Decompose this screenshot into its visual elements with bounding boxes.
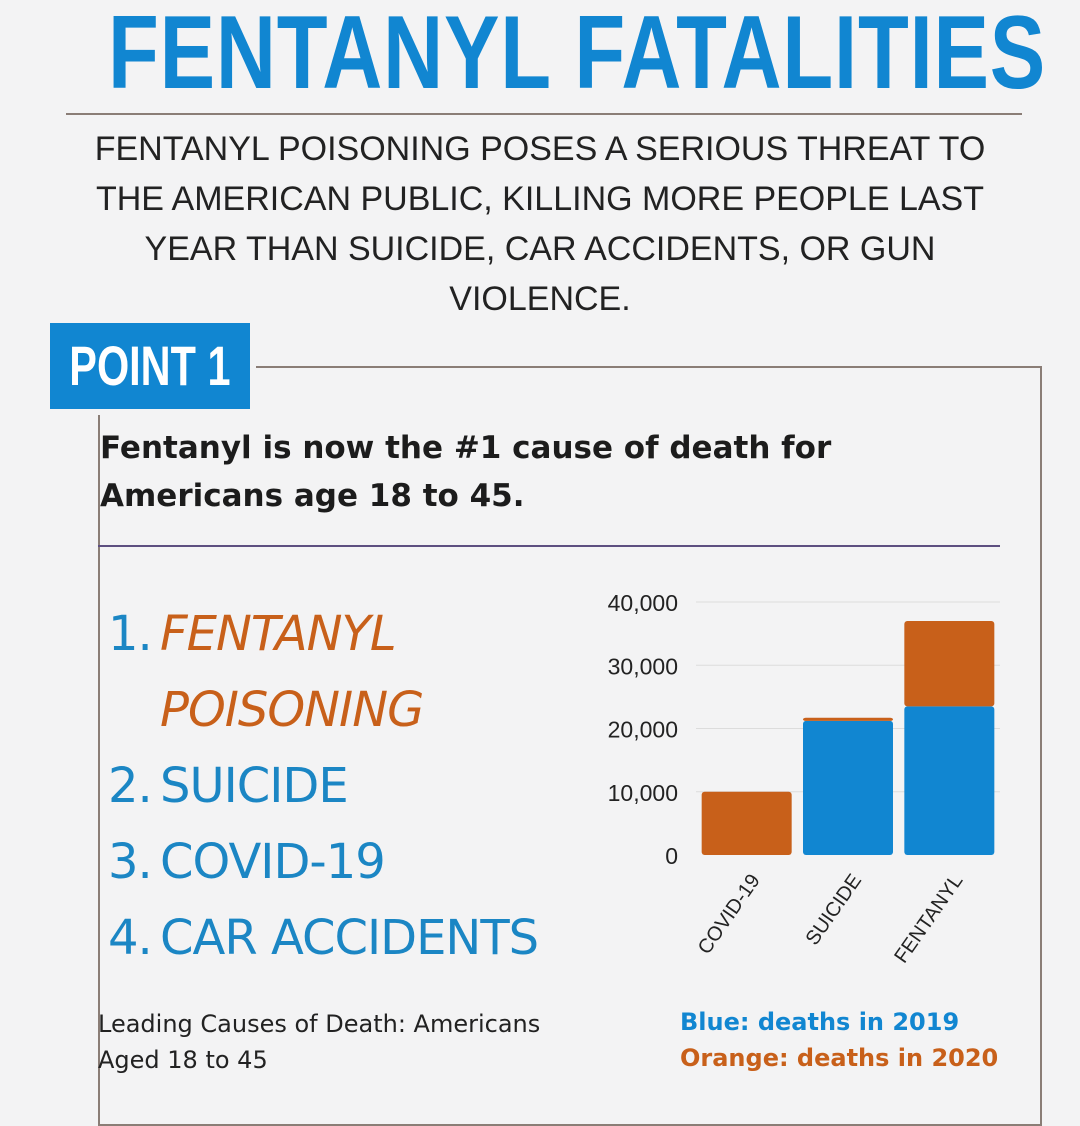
rank-item-car-accidents: 4. CAR ACCIDENTS	[108, 900, 539, 976]
point-tab-label: POINT 1	[69, 334, 231, 397]
y-tick-label: 10,000	[608, 780, 678, 806]
bar-fentanyl-2019	[904, 706, 995, 855]
x-tick-label: COVID-19	[694, 870, 765, 958]
bar-fentanyl-2020	[904, 620, 995, 707]
y-tick-label: 20,000	[608, 717, 678, 743]
ranking-list: 1. FENTANYL POISONING 2. SUICIDE 3. COVI…	[108, 596, 539, 976]
bar-covid-19-2020	[701, 791, 792, 855]
y-tick-label: 40,000	[608, 590, 678, 616]
rank-indent	[108, 672, 160, 748]
title-rule	[66, 113, 1022, 115]
point-tab: POINT 1	[50, 323, 250, 409]
rank-label: COVID-19	[160, 834, 386, 890]
chart-legend: Blue: deaths in 2019 Orange: deaths in 2…	[680, 1004, 998, 1076]
rank-number: 4.	[108, 910, 153, 966]
caption-line1: Leading Causes of Death: Americans	[98, 1010, 541, 1038]
x-tick-label: SUICIDE	[802, 870, 867, 949]
point-statement: Fentanyl is now the #1 cause of death fo…	[100, 430, 832, 514]
rank-item-fentanyl-cont: POISONING	[108, 672, 538, 748]
rank-label-line1: FENTANYL	[160, 606, 397, 662]
rank-number: 3.	[108, 834, 153, 890]
rank-number: 1.	[108, 606, 153, 662]
rank-item-suicide: 2. SUICIDE	[108, 748, 538, 824]
rank-item-fentanyl: 1. FENTANYL	[108, 596, 538, 672]
rank-label: SUICIDE	[160, 758, 349, 814]
y-tick-label: 0	[665, 843, 678, 869]
page-title: FENTANYL FATALITIES	[108, 0, 1047, 111]
caption-line2: Aged 18 to 45	[98, 1046, 268, 1074]
legend-item-2020: Orange: deaths in 2020	[680, 1044, 999, 1072]
bar-suicide-2019	[803, 720, 893, 855]
rank-number: 2.	[108, 758, 153, 814]
legend-item-2019: Blue: deaths in 2019	[680, 1008, 960, 1036]
chart-caption: Leading Causes of Death: Americans Aged …	[98, 1006, 540, 1078]
bar-suicide-2020	[803, 717, 893, 721]
rank-item-covid: 3. COVID-19	[108, 824, 538, 900]
intro-text: FENTANYL POISONING POSES A SERIOUS THREA…	[94, 130, 986, 318]
rank-label-line2: POISONING	[160, 682, 424, 738]
section-divider	[98, 545, 1000, 547]
stacked-bar-chart: 0 10,000 20,000 30,000 40,000 COVID-19 SUICIDE…	[608, 590, 1000, 967]
x-tick-label: FENTANYL	[890, 870, 967, 967]
rank-label: CAR ACCIDENTS	[160, 910, 539, 966]
y-tick-label: 30,000	[608, 653, 678, 679]
